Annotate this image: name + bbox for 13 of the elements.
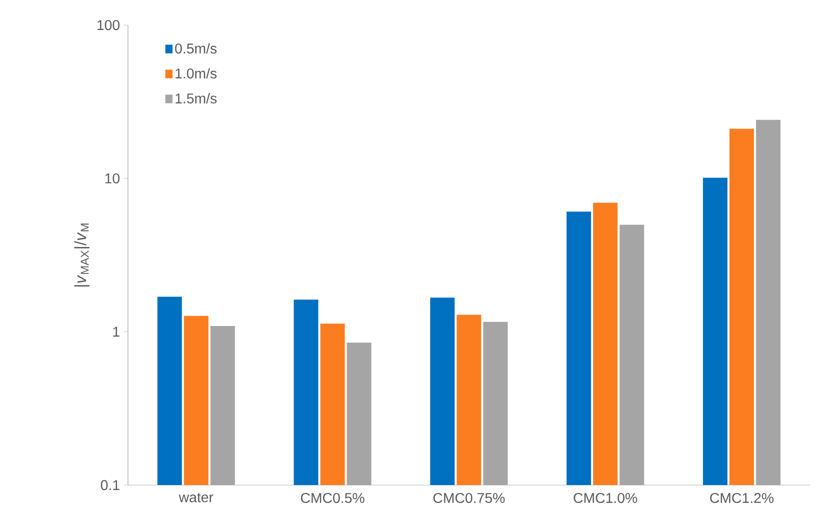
- x-tick-label: CMC1.2%: [710, 492, 774, 503]
- y-axis-title: |v$_{MAX}$|/v$_{M}$: [74, 224, 90, 286]
- y-tick-label: 0.1: [100, 480, 120, 490]
- legend-label: 1.0m/s: [176, 68, 217, 78]
- y-tick-label: 100: [97, 20, 120, 30]
- x-tick-label: CMC1.0%: [574, 492, 638, 503]
- y-tick-label: 1: [113, 326, 120, 337]
- x-tick-label: CMC0.5%: [300, 492, 364, 503]
- legend-label: 0.5m/s: [175, 43, 217, 54]
- x-tick-label: water: [178, 492, 214, 502]
- legend-label: 1.5m/s: [176, 93, 217, 104]
- y-tick-label: 10: [105, 173, 120, 184]
- x-tick-label: CMC0.75%: [433, 492, 505, 503]
